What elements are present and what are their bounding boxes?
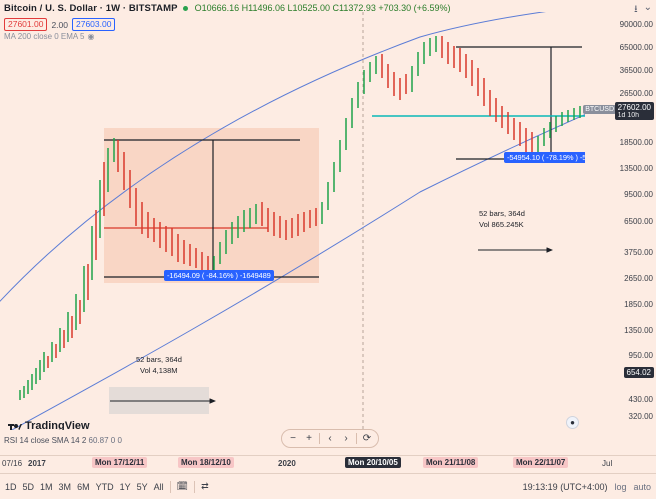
note-right-bars: 52 bars, 364d: [479, 209, 525, 218]
time-axis[interactable]: 07/16 2017 Mon 17/12/11 Mon 18/12/10 202…: [0, 455, 656, 473]
current-price-tag[interactable]: 27602.00 1d 10h: [614, 102, 654, 120]
header-right-controls: ⭳ ⌄: [634, 2, 652, 19]
time-tick-4: 2020: [278, 459, 296, 468]
low-price-tag[interactable]: 654.02: [623, 367, 654, 378]
settings-icon[interactable]: ⇄: [201, 481, 209, 491]
chart-plot-area[interactable]: -16494.09 ( -84.16% ) -1649489 -54954.10…: [0, 12, 585, 430]
controls-divider: [319, 433, 320, 444]
measure-label-upper[interactable]: -54954.10 ( -78.19% ) -5495410: [504, 152, 585, 163]
price-tick-6: 9500.00: [624, 190, 653, 199]
time-tag-5[interactable]: Mon 20/10/05: [345, 457, 401, 468]
range-selector[interactable]: 1D 5D 1M 3M 6M YTD 1Y 5Y All 🗓 ⇄: [0, 480, 209, 493]
auto-scale-toggle[interactable]: auto: [633, 482, 651, 492]
scale-value: 2.00: [51, 19, 68, 30]
toolbar-divider: [169, 480, 171, 493]
zoom-in-button[interactable]: +: [306, 433, 312, 444]
rsi-legend[interactable]: RSI 14 close SMA 14 2 60.87 0 0: [4, 436, 122, 445]
time-tick-0: 07/16: [2, 459, 23, 468]
price-tick-10: 1850.00: [624, 300, 653, 309]
toolbar-divider-2: [194, 480, 196, 493]
clock-label[interactable]: 19:13:19 (UTC+4:00): [522, 482, 608, 492]
tradingview-logo-icon: [8, 423, 22, 430]
bottom-right-status: 19:13:19 (UTC+4:00) log auto: [523, 474, 651, 499]
eye-icon[interactable]: ◉: [87, 32, 95, 41]
symbol-tag: BTCUSD: [583, 105, 616, 114]
tradingview-label: TradingView: [25, 420, 90, 430]
range-3m[interactable]: 3M: [58, 481, 72, 492]
time-tag-2[interactable]: Mon 17/12/11: [92, 457, 148, 468]
indicator-label: MA 200 close 0 EMA 5: [4, 32, 85, 41]
time-tag-3[interactable]: Mon 18/12/10: [178, 457, 234, 468]
scroll-right-button[interactable]: ›: [344, 433, 348, 444]
chart-controls[interactable]: − + ‹ › ⟳: [281, 429, 379, 448]
price-tick-5: 13500.00: [619, 164, 653, 173]
price-tick-15: 320.00: [628, 412, 653, 421]
chevron-down-icon[interactable]: ⌄: [643, 2, 652, 13]
ohlc-values: O10666.16 H11496.06 L10525.00 C11372.93 …: [194, 3, 451, 13]
rsi-value2: 0 0: [110, 436, 122, 445]
price-blue-box[interactable]: 27603.00: [72, 18, 116, 31]
price-red-box[interactable]: 27601.00: [4, 18, 48, 31]
range-ytd[interactable]: YTD: [95, 481, 114, 492]
tradingview-watermark: TradingView: [8, 420, 90, 430]
chart-header: Bitcoin / U. S. Dollar · 1W · BITSTAMP O…: [0, 0, 656, 16]
current-price-value: 27602.00: [617, 103, 651, 112]
range-6m[interactable]: 6M: [77, 481, 90, 492]
price-legend-row: 27601.00 2.00 27603.00: [4, 18, 116, 31]
time-tick-8: Jul: [602, 459, 613, 468]
time-tick-1: 2017: [28, 459, 46, 468]
price-tick-4: 18500.00: [619, 138, 653, 147]
range-1y[interactable]: 1Y: [119, 481, 131, 492]
indicator-legend[interactable]: MA 200 close 0 EMA 5 ◉: [4, 32, 94, 41]
note-left-volume: Vol 4,138M: [140, 366, 178, 375]
price-tick-1: 65000.00: [619, 43, 653, 52]
price-axis[interactable]: 90000.00 65000.00 36500.00 26500.00 1850…: [583, 12, 656, 430]
controls-divider-2: [356, 433, 357, 444]
log-scale-toggle[interactable]: log: [614, 482, 627, 492]
download-icon[interactable]: ⭳: [634, 4, 638, 15]
range-5d[interactable]: 5D: [22, 481, 35, 492]
note-left-bars: 52 bars, 364d: [136, 355, 182, 364]
range-1d[interactable]: 1D: [5, 481, 17, 492]
time-tag-6[interactable]: Mon 21/11/08: [423, 457, 479, 468]
low-price-value: 654.02: [626, 368, 651, 377]
series-status-icon: [182, 5, 188, 11]
price-tick-12: 950.00: [628, 351, 653, 360]
rsi-value: 60.87: [88, 436, 109, 445]
zoom-out-button[interactable]: −: [290, 433, 296, 444]
price-tick-11: 1350.00: [624, 326, 653, 335]
note-right-volume: Vol 865.245K: [479, 220, 524, 229]
price-tick-9: 2650.00: [624, 274, 653, 283]
measure-label-lower[interactable]: -16494.09 ( -84.16% ) -1649489: [164, 270, 274, 281]
range-all[interactable]: All: [153, 481, 164, 492]
chart-canvas: [0, 12, 585, 430]
symbol-title[interactable]: Bitcoin / U. S. Dollar · 1W · BITSTAMP: [4, 2, 178, 14]
calendar-icon[interactable]: 🗓: [176, 481, 189, 491]
price-tick-2: 36500.00: [619, 66, 653, 75]
price-tick-0: 90000.00: [619, 20, 653, 29]
range-1m[interactable]: 1M: [40, 481, 53, 492]
bottom-toolbar: 1D 5D 1M 3M 6M YTD 1Y 5Y All 🗓 ⇄ 19:13:1…: [0, 473, 656, 499]
price-tick-14: 430.00: [628, 395, 653, 404]
price-tick-8: 3750.00: [624, 248, 653, 257]
rsi-label: RSI 14 close SMA 14 2: [4, 436, 87, 445]
current-price-countdown: 1d 10h: [617, 112, 640, 119]
scroll-left-button[interactable]: ‹: [328, 433, 332, 444]
price-tick-7: 6500.00: [624, 217, 653, 226]
range-5y[interactable]: 5Y: [136, 481, 148, 492]
reset-view-button[interactable]: ⟳: [362, 433, 372, 444]
price-tick-3: 26500.00: [619, 89, 653, 98]
user-avatar-icon[interactable]: ●: [566, 416, 579, 429]
time-tag-7[interactable]: Mon 22/11/07: [513, 457, 569, 468]
